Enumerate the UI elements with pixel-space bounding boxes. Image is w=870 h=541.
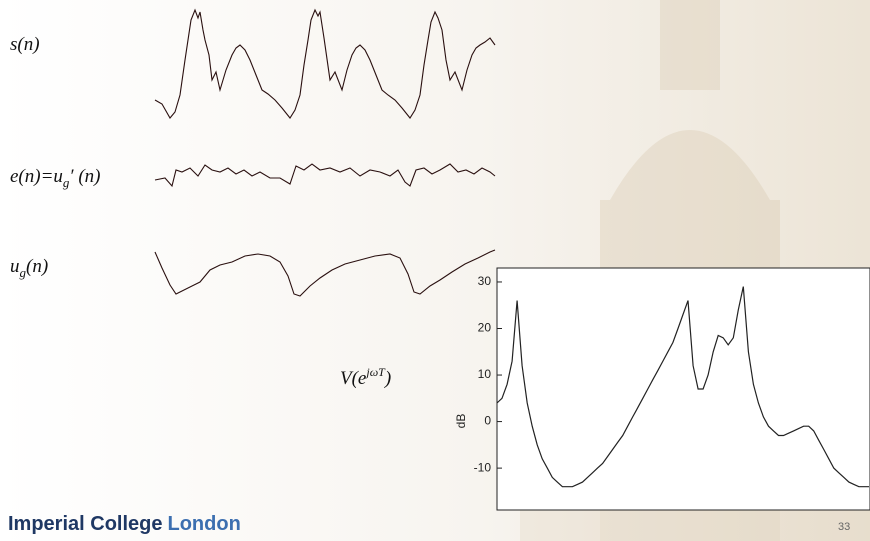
e-main: e(n)=u bbox=[10, 166, 63, 187]
s-label: s(n) bbox=[10, 34, 40, 55]
v-main: V(e bbox=[340, 368, 366, 389]
v-sup: jωT bbox=[364, 365, 386, 379]
e-label: e(n)=ug′ (n) bbox=[10, 166, 100, 190]
plot-frame bbox=[497, 268, 870, 510]
brand-main: Imperial College bbox=[8, 513, 163, 535]
e-tail: ′ (n) bbox=[69, 166, 100, 187]
page: { "labels": { "s": "s(n)", "e_main": "e(… bbox=[0, 0, 870, 541]
slide: s(n) e(n)=ug′ (n) ug(n) V(ejωT) dB 30 20 1… bbox=[0, 0, 870, 541]
brand-city: London bbox=[168, 513, 241, 535]
y-axis-label: dB bbox=[454, 414, 468, 429]
ug-main: u bbox=[10, 256, 20, 277]
y-tick-label: -10 bbox=[474, 460, 492, 474]
y-tick-label: 20 bbox=[478, 321, 492, 335]
page-number: 33 bbox=[838, 521, 850, 533]
spectrum-plot: dB 30 20 10 0 -10 bbox=[454, 268, 870, 510]
y-tick-label: 0 bbox=[484, 414, 491, 428]
ug-label: ug(n) bbox=[10, 256, 48, 280]
v-tail: ) bbox=[384, 368, 391, 389]
y-tick-label: 10 bbox=[478, 367, 492, 381]
y-tick-label: 30 bbox=[478, 274, 492, 288]
ug-tail: (n) bbox=[26, 256, 48, 277]
